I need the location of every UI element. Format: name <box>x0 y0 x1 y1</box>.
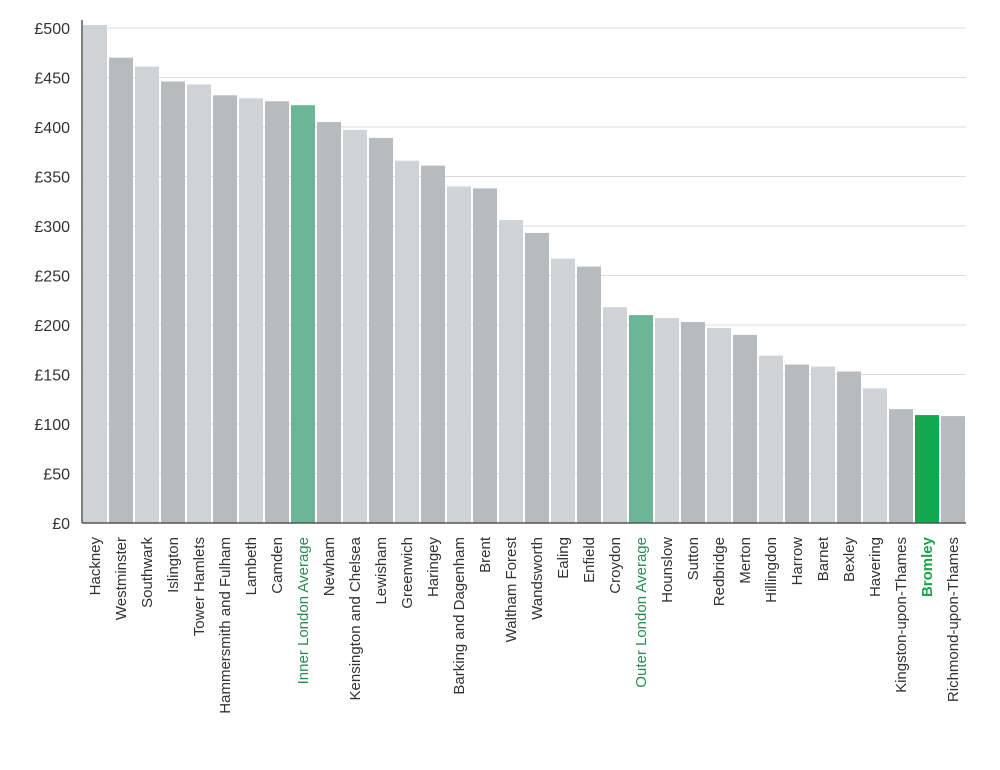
x-tick-label: Lewisham <box>373 537 390 605</box>
bar-kensington-and-chelsea <box>343 129 367 523</box>
bar-redbridge <box>707 327 731 523</box>
x-tick-label: Wandsworth <box>529 537 546 620</box>
x-tick-label: Barking and Dagenham <box>451 537 468 695</box>
bar-southwark <box>135 66 159 524</box>
bar-wandsworth <box>525 232 549 523</box>
x-tick-label: Enfield <box>581 537 598 583</box>
y-tick-label: £150 <box>34 368 70 385</box>
x-tick-label: Richmond-upon-Thames <box>945 537 962 702</box>
bar-kingston-upon-thames <box>889 409 913 523</box>
x-tick-label: Kensington and Chelsea <box>347 536 364 700</box>
x-tick-label: Hillingdon <box>763 537 780 603</box>
bar-havering <box>863 388 887 523</box>
bar-camden <box>265 101 289 523</box>
x-tick-label: Barnet <box>815 536 832 581</box>
bar-merton <box>733 334 757 523</box>
y-tick-label: £350 <box>34 170 70 187</box>
bar-tower-hamlets <box>187 84 211 524</box>
x-tick-label: Tower Hamlets <box>191 537 208 636</box>
bar-richmond-upon-thames <box>941 416 965 523</box>
x-tick-label: Westminster <box>113 537 130 620</box>
x-tick-label: Brent <box>477 536 494 573</box>
bar-outer-london-average <box>629 315 653 523</box>
bar-sutton <box>681 322 705 523</box>
x-tick-label: Southwark <box>139 537 156 608</box>
y-tick-label: £0 <box>52 516 70 533</box>
x-tick-label: Islington <box>165 537 182 593</box>
y-tick-label: £400 <box>34 120 70 137</box>
x-tick-label: Camden <box>269 537 286 594</box>
x-tick-label: Redbridge <box>711 537 728 606</box>
x-tick-label: Croydon <box>607 537 624 594</box>
x-tick-label: Ealing <box>555 537 572 579</box>
x-tick-label: Hounslow <box>659 537 676 603</box>
bar-enfield <box>577 266 601 523</box>
bar-inner-london-average <box>291 105 315 523</box>
bar-islington <box>161 81 185 524</box>
bar-croydon <box>603 307 627 523</box>
y-tick-label: £100 <box>34 417 70 434</box>
x-tick-label: Hammersmith and Fulham <box>217 537 234 714</box>
bar-hillingdon <box>759 355 783 523</box>
y-tick-label: £200 <box>34 318 70 335</box>
x-tick-label: Inner London Average <box>295 537 312 684</box>
bar-barking-and-dagenham <box>447 186 471 523</box>
x-axis-labels: Hackney Westminster Southwark Islington Towe… <box>87 536 962 714</box>
bar-haringey <box>421 165 445 524</box>
x-tick-label: Greenwich <box>399 537 416 609</box>
x-tick-label: Lambeth <box>243 537 260 595</box>
bar-bromley <box>915 415 939 523</box>
bar-barnet <box>811 366 835 523</box>
x-tick-label: Newham <box>321 537 338 596</box>
x-tick-label: Merton <box>737 537 754 584</box>
x-tick-label: Harrow <box>789 537 806 586</box>
x-tick-label: Kingston-upon-Thames <box>893 537 910 693</box>
x-tick-label: Sutton <box>685 537 702 580</box>
bar-newham <box>317 122 341 524</box>
bar-harrow <box>785 364 809 523</box>
y-tick-label: £450 <box>34 71 70 88</box>
bar-hackney <box>83 25 107 524</box>
y-tick-label: £500 <box>34 21 70 38</box>
x-tick-label: Hackney <box>87 537 104 596</box>
bar-lewisham <box>369 137 393 523</box>
bar-hounslow <box>655 318 679 523</box>
bar-bexley <box>837 371 861 523</box>
bars <box>83 25 965 524</box>
bar-waltham-forest <box>499 220 523 523</box>
x-tick-label: Havering <box>867 537 884 597</box>
bar-hammersmith-and-fulham <box>213 95 237 523</box>
y-axis-ticks: £0 £50 £100 £150 £200 £250 £300 £350 £400 £450 £50… <box>34 21 70 533</box>
x-tick-label: Outer London Average <box>633 537 650 688</box>
bar-brent <box>473 188 497 523</box>
y-tick-label: £250 <box>34 269 70 286</box>
x-tick-label: Bexley <box>841 537 858 583</box>
x-tick-label: Bromley <box>919 536 936 597</box>
x-tick-label: Haringey <box>425 537 442 598</box>
y-tick-label: £50 <box>43 467 70 484</box>
bar-westminster <box>109 57 133 523</box>
bar-lambeth <box>239 98 263 523</box>
x-tick-label: Waltham Forest <box>503 536 520 642</box>
bar-greenwich <box>395 160 419 523</box>
bar-ealing <box>551 258 575 523</box>
y-tick-label: £300 <box>34 219 70 236</box>
